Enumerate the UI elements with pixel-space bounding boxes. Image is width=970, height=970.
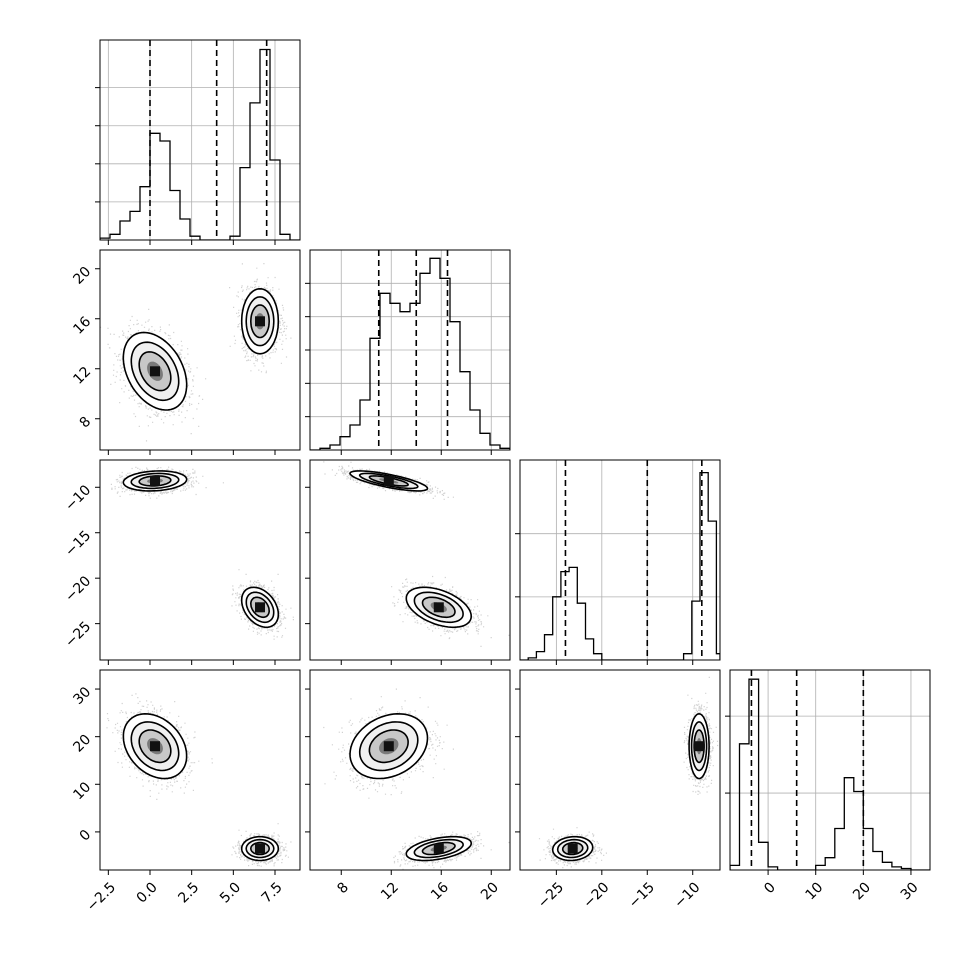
ytick-label-1-2: 16: [70, 314, 94, 338]
hist-frame-2: [519, 459, 721, 661]
xtick-label-2-3: −10: [671, 879, 703, 911]
panel-0-1: [100, 263, 292, 442]
xtick-label-1-1: 12: [378, 879, 402, 903]
hist-panel-0: [100, 40, 300, 240]
ytick-label-2-3: −10: [62, 482, 94, 514]
hist-steps-2: [520, 471, 720, 660]
panel-0-3: [106, 693, 292, 867]
density-peak-1: [255, 316, 265, 327]
ytick-label-3-0: 0: [77, 827, 95, 845]
panel-frame-0-2: [99, 459, 301, 661]
panel-frame-1-2: [309, 459, 511, 661]
panel-0-2: [110, 466, 294, 640]
xtick-label-0-0: −2.5: [84, 879, 119, 914]
xtick-label-1-0: 8: [334, 879, 352, 897]
ytick-label-1-1: 12: [70, 364, 94, 388]
ytick-label-3-2: 20: [70, 732, 94, 756]
hist-steps-1: [310, 257, 510, 450]
hist-panel-1: [310, 250, 510, 450]
ytick-label-2-2: −15: [62, 528, 94, 560]
xtick-label-2-1: −20: [580, 879, 612, 911]
ytick-label-2-1: −20: [62, 573, 94, 605]
panel-frame-0-3: [99, 669, 301, 871]
ytick-label-1-3: 20: [70, 264, 94, 288]
xtick-label-0-3: 5.0: [217, 879, 244, 906]
density-peak-1: [567, 843, 578, 854]
density-peak-1: [255, 843, 265, 854]
ytick-label-1-0: 8: [77, 414, 95, 432]
density-peak-1: [433, 602, 444, 613]
ytick-label-3-3: 30: [70, 684, 94, 708]
panel-1-3: [323, 688, 510, 870]
density-peak-0: [150, 741, 160, 752]
density-peak-1: [433, 843, 444, 854]
hist-frame-3: [729, 669, 931, 871]
density-peak-0: [383, 741, 394, 752]
xtick-label-3-2: 20: [850, 879, 874, 903]
hist-steps-0: [100, 48, 300, 240]
xtick-label-0-1: 0.0: [134, 879, 161, 906]
ytick-label-3-1: 10: [70, 779, 94, 803]
density-peak-0: [150, 366, 160, 377]
panel-1-2: [323, 461, 510, 647]
hist-frame-1: [309, 249, 511, 451]
xtick-label-2-2: −15: [626, 879, 658, 911]
panel-frame-1-3: [309, 669, 511, 871]
density-peak-0: [150, 475, 160, 486]
hist-panel-3: [730, 670, 930, 870]
xtick-label-2-0: −25: [535, 879, 567, 911]
xtick-label-1-2: 16: [428, 879, 452, 903]
xtick-label-0-4: 7.5: [259, 879, 286, 906]
xtick-label-3-1: 10: [803, 879, 827, 903]
xtick-label-3-3: 30: [898, 879, 922, 903]
ytick-label-2-0: −25: [62, 619, 94, 651]
xtick-label-3-0: 0: [761, 879, 779, 897]
hist-frame-0: [99, 39, 301, 241]
density-peak-0: [383, 475, 394, 486]
density-peak-0: [694, 741, 705, 752]
hist-panel-2: [520, 460, 720, 660]
panel-2-3: [538, 676, 719, 869]
density-peak-1: [255, 602, 265, 613]
xtick-label-0-2: 2.5: [175, 879, 202, 906]
xtick-label-1-3: 20: [478, 879, 502, 903]
panel-frame-0-1: [99, 249, 301, 451]
panel-frame-2-3: [519, 669, 721, 871]
hist-steps-3: [730, 678, 930, 870]
